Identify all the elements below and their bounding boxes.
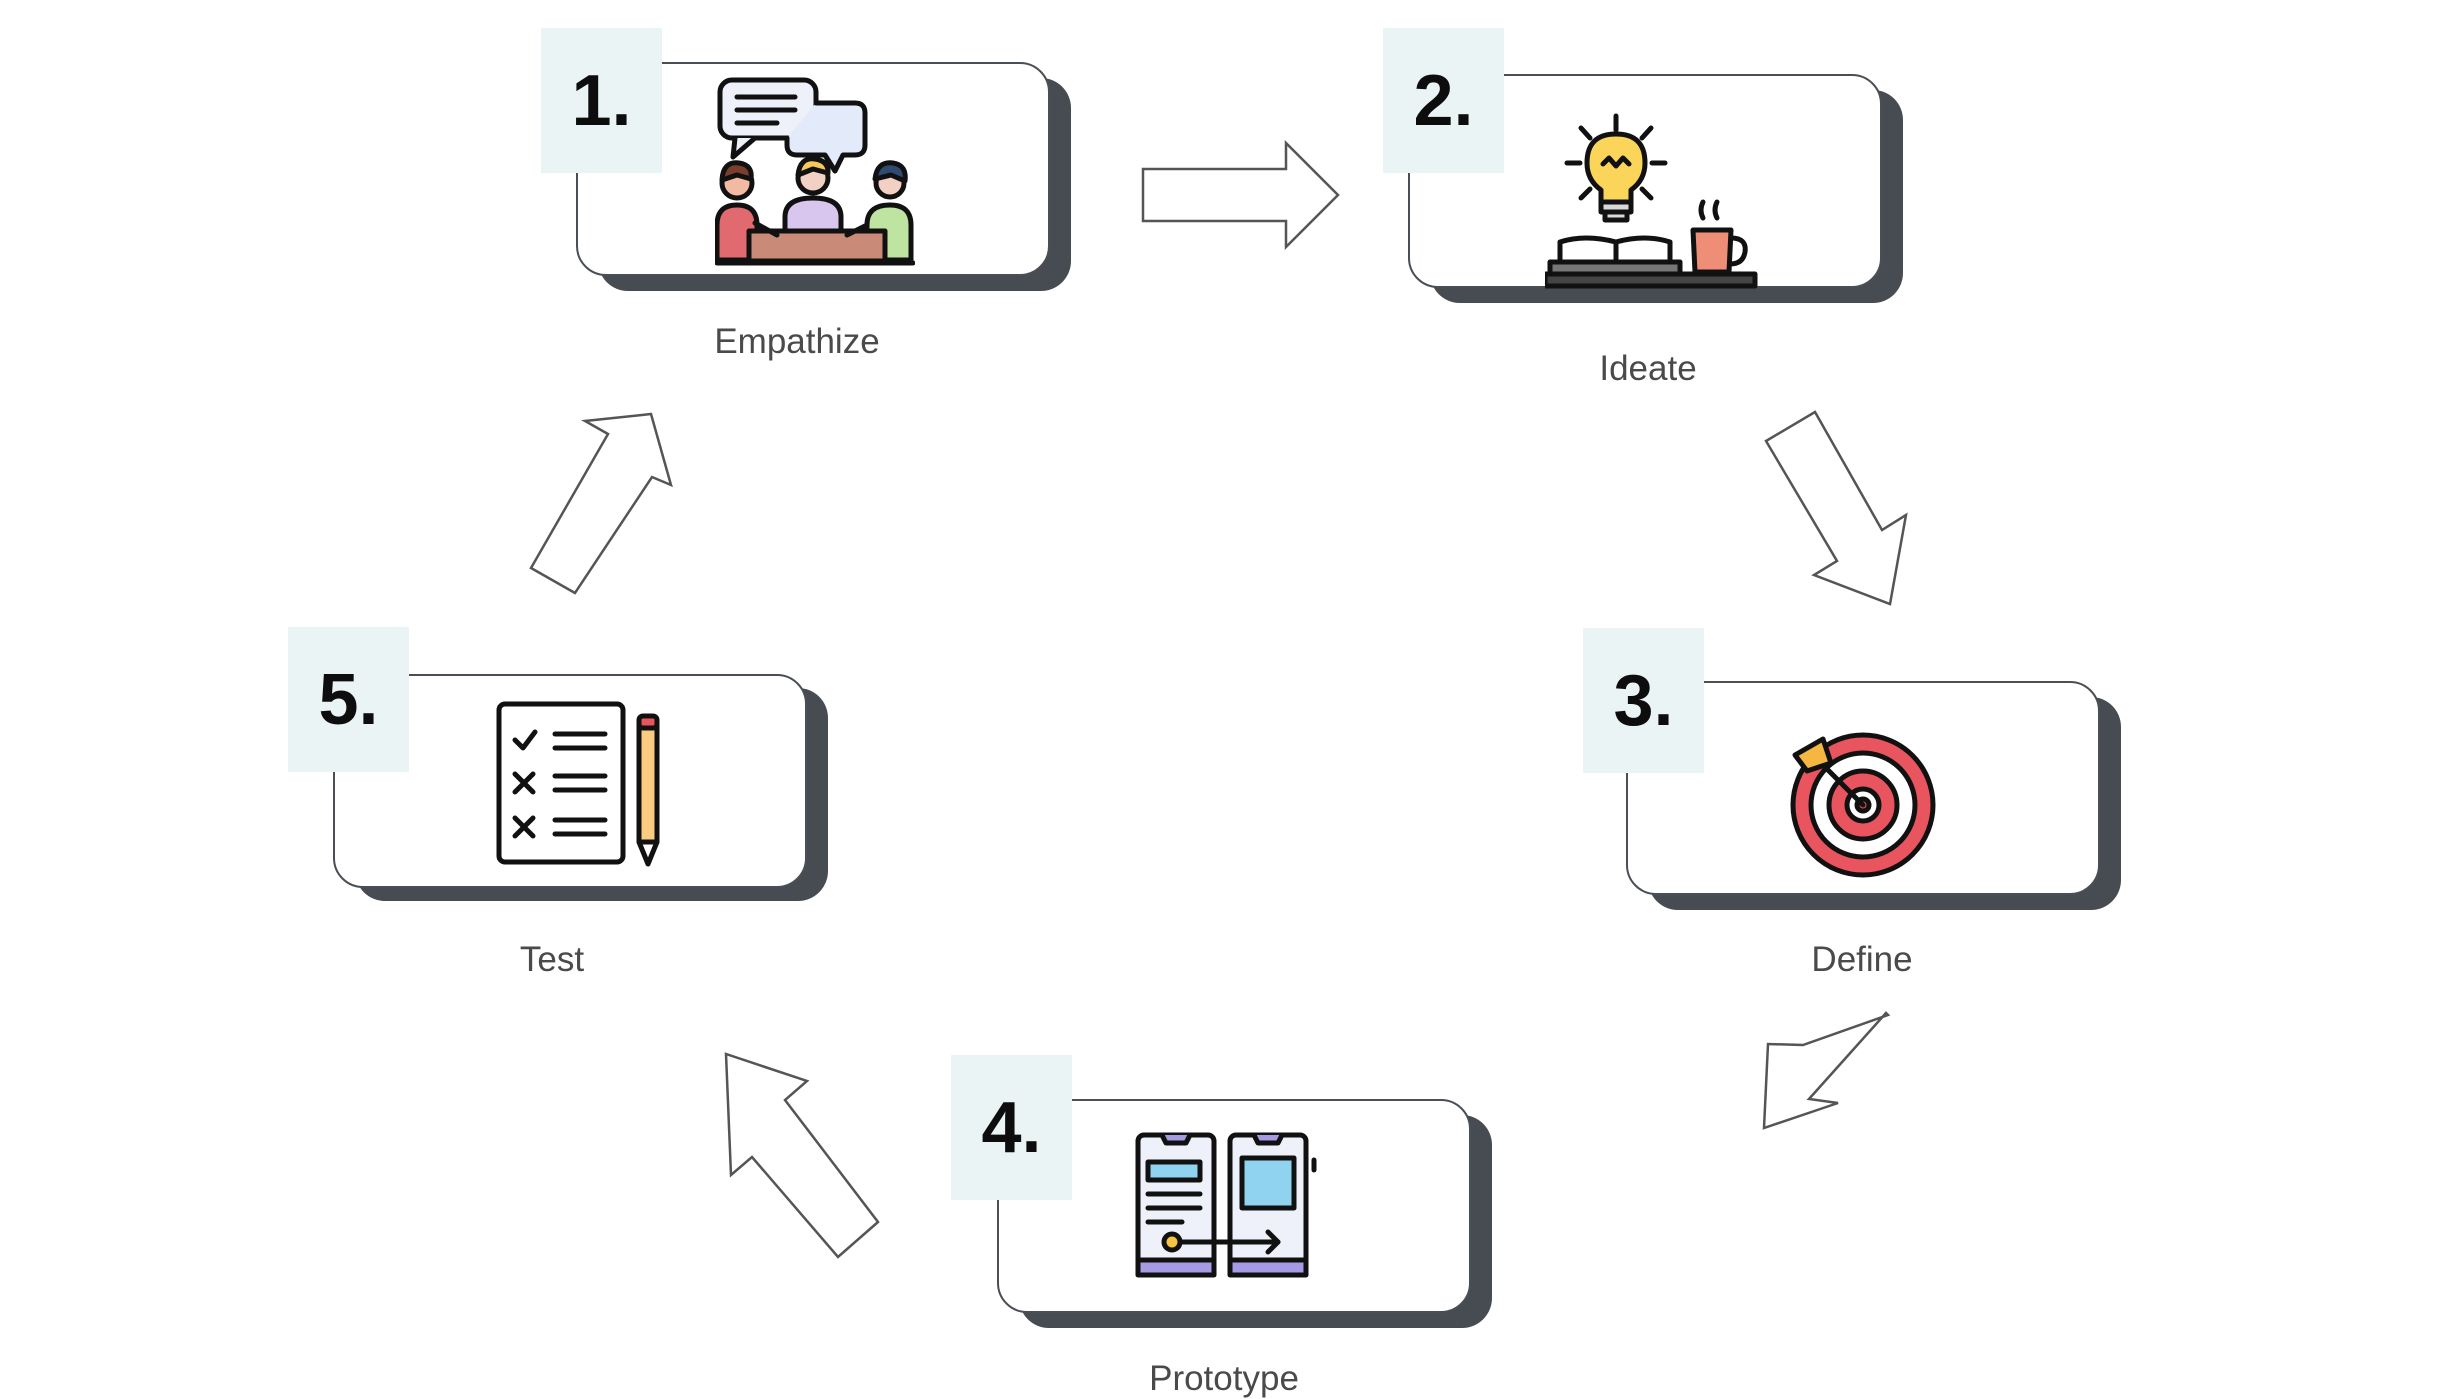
arrow-prototype-to-test <box>724 1052 880 1259</box>
step-number-badge: 1. <box>541 28 662 173</box>
step-number-badge: 5. <box>288 627 409 772</box>
step-label: Test <box>519 940 585 979</box>
step-number-badge: 3. <box>1583 628 1704 773</box>
step-label: Ideate <box>1599 349 1697 388</box>
step-label: Empathize <box>714 322 880 361</box>
step-label: Prototype <box>1149 1359 1299 1398</box>
lightbulb-books-icon <box>1545 113 1758 289</box>
step-number-badge: 2. <box>1383 28 1504 173</box>
phone-wireframes-icon <box>1135 1132 1317 1278</box>
arrow-test-to-empathize <box>529 412 673 595</box>
step-label: Define <box>1811 940 1913 979</box>
target-arrow-icon <box>1790 732 1936 878</box>
people-talking-icon <box>715 77 915 266</box>
step-number-badge: 4. <box>951 1055 1072 1200</box>
arrow-empathize-to-ideate <box>1141 139 1340 251</box>
arrow-define-to-prototype <box>1762 1011 1891 1130</box>
arrow-ideate-to-define <box>1764 410 1908 606</box>
checklist-pencil-icon <box>496 701 660 867</box>
